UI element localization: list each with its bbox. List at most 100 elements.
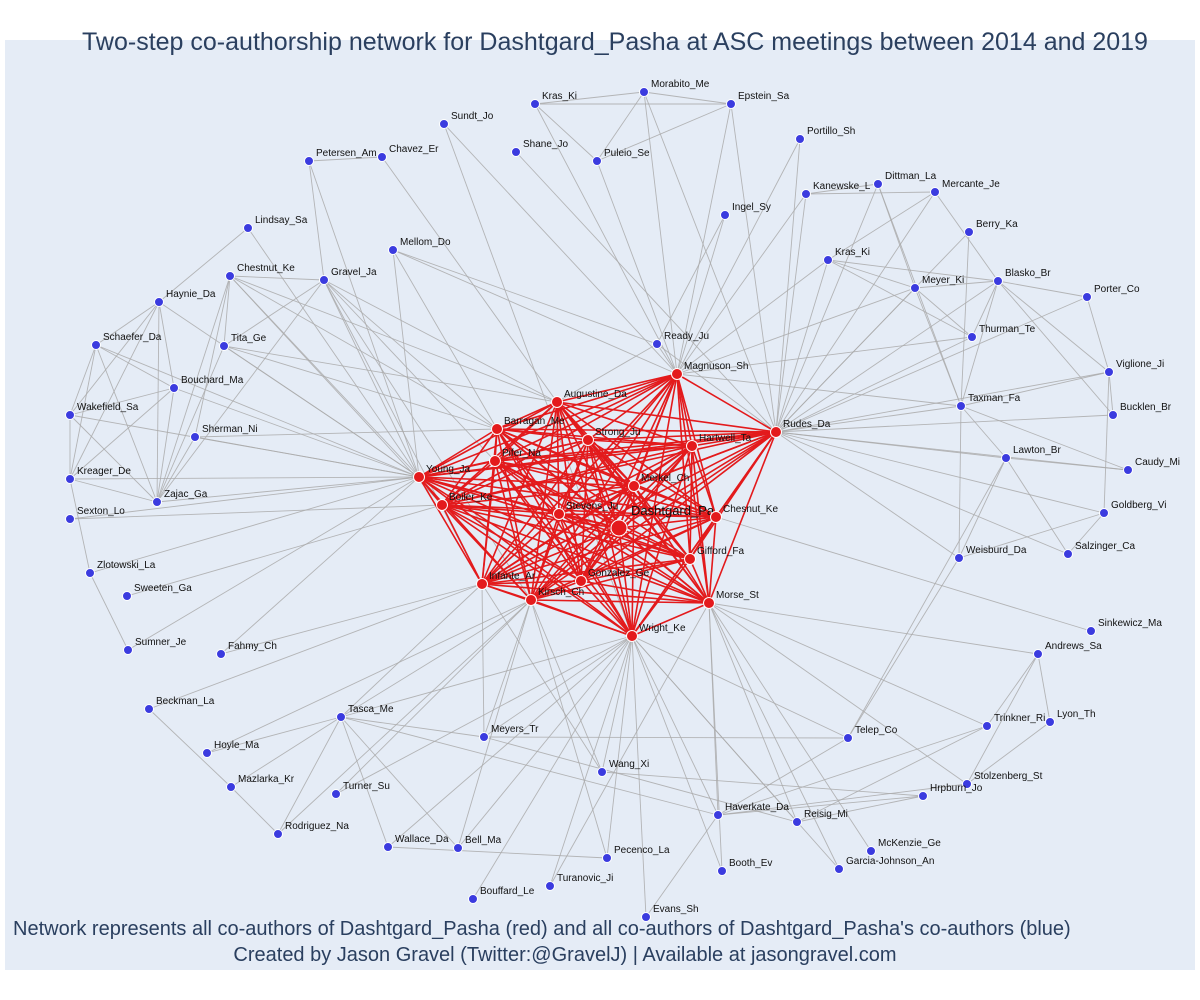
node-Rodriguez_Na[interactable]: [273, 829, 283, 839]
node-Merkel_Ch[interactable]: [628, 480, 640, 492]
node-Epstein_Sa[interactable]: [726, 99, 736, 109]
node-Kreager_De[interactable]: [65, 474, 75, 484]
node-Morse_St[interactable]: [703, 597, 715, 609]
node-Sweeten_Ga[interactable]: [122, 591, 132, 601]
node-Sexton_Lo[interactable]: [65, 514, 75, 524]
edge-Rodriguez_Na-Kirsch_Ch: [277, 599, 532, 835]
node-Porter_Co[interactable]: [1082, 292, 1092, 302]
node-Haverkate_Da[interactable]: [713, 810, 723, 820]
node-Dittman_La[interactable]: [873, 179, 883, 189]
node-Lyon_Th[interactable]: [1045, 717, 1055, 727]
node-Reisig_Mi[interactable]: [792, 817, 802, 827]
node-Sherman_Ni[interactable]: [190, 432, 200, 442]
node-Hrpburn_Jo[interactable]: [918, 791, 928, 801]
node-Trinkner_Ri[interactable]: [982, 721, 992, 731]
node-Chavez_Er[interactable]: [377, 152, 387, 162]
node-Bouffard_Le[interactable]: [468, 894, 478, 904]
node-McKenzie_Ge[interactable]: [866, 846, 876, 856]
node-Meyer_Ki[interactable]: [910, 283, 920, 293]
chart-title: Two-step co-authorship network for Dasht…: [82, 28, 1148, 56]
node-Viglione_Ji[interactable]: [1104, 367, 1114, 377]
red-edge-Kirsch_Ch-Stevens_Ju: [530, 513, 560, 601]
node-Ready_Ju[interactable]: [652, 339, 662, 349]
node-Lawton_Br[interactable]: [1001, 453, 1011, 463]
node-Wang_Xi[interactable]: [597, 767, 607, 777]
node-Stolzenberg_St[interactable]: [962, 779, 972, 789]
node-Goldberg_Vi[interactable]: [1099, 508, 1109, 518]
node-Stevens_Ju[interactable]: [553, 508, 565, 520]
node-Schaefer_Da[interactable]: [91, 340, 101, 350]
node-Mellom_Do[interactable]: [388, 245, 398, 255]
node-Wright_Ke[interactable]: [626, 630, 638, 642]
node-label-Mercante_Je: Mercante_Je: [942, 179, 1000, 190]
node-Puleio_Se[interactable]: [592, 156, 602, 166]
node-Hoyle_Ma[interactable]: [202, 748, 212, 758]
node-Booth_Ev[interactable]: [717, 866, 727, 876]
node-Taxman_Fa[interactable]: [956, 401, 966, 411]
node-Gifford_Fa[interactable]: [684, 553, 696, 565]
node-Sundt_Jo[interactable]: [439, 119, 449, 129]
node-Pecenco_La[interactable]: [602, 853, 612, 863]
node-Infante_Ar[interactable]: [476, 578, 488, 590]
node-Augustine_Da[interactable]: [551, 396, 563, 408]
edge-Pecenco_La-Kirsch_Ch: [530, 599, 608, 859]
node-label-Chestnut_Ke: Chestnut_Ke: [237, 263, 295, 274]
node-Meyers_Tr[interactable]: [479, 732, 489, 742]
edge-Bouchard_Ma-Zajac_Ga: [156, 387, 175, 503]
node-Gravel_Ja[interactable]: [319, 275, 329, 285]
node-Kanewske_L[interactable]: [801, 189, 811, 199]
node-Telep_Co[interactable]: [843, 733, 853, 743]
node-Mercante_Je[interactable]: [930, 187, 940, 197]
node-Sinkewicz_Ma[interactable]: [1086, 626, 1096, 636]
node-Bouchard_Ma[interactable]: [169, 383, 179, 393]
node-Strong_Ju[interactable]: [582, 434, 594, 446]
node-Tasca_Me[interactable]: [336, 712, 346, 722]
node-Weisburd_Da[interactable]: [954, 553, 964, 563]
node-Mazlarka_Kr[interactable]: [226, 782, 236, 792]
node-Wallace_Da[interactable]: [383, 842, 393, 852]
node-Bell_Ma[interactable]: [453, 843, 463, 853]
node-Chestnut_Ke[interactable]: [225, 271, 235, 281]
node-Haynie_Da[interactable]: [154, 297, 164, 307]
node-Pifer_Na[interactable]: [489, 455, 501, 467]
node-Evans_Sh[interactable]: [641, 912, 651, 922]
node-Chesnut_Ke[interactable]: [710, 511, 722, 523]
node-Beckman_La[interactable]: [144, 704, 154, 714]
node-Barragan_Me[interactable]: [491, 423, 503, 435]
node-Young_Ja[interactable]: [413, 471, 425, 483]
edge-Meyer_Ki-Blasko_Br: [914, 280, 999, 289]
node-Zlotowski_La[interactable]: [85, 568, 95, 578]
node-Thurman_Te[interactable]: [967, 332, 977, 342]
node-Magnuson_Sh[interactable]: [671, 368, 683, 380]
node-Kras_Ki_2[interactable]: [823, 255, 833, 265]
node-Sumner_Je[interactable]: [123, 645, 133, 655]
node-Salzinger_Ca[interactable]: [1063, 549, 1073, 559]
node-Shane_Jo[interactable]: [511, 147, 521, 157]
node-Bucklen_Br[interactable]: [1108, 410, 1118, 420]
node-Lindsay_Sa[interactable]: [243, 223, 253, 233]
node-Morabito_Me[interactable]: [639, 87, 649, 97]
node-Zajac_Ga[interactable]: [152, 497, 162, 507]
node-Turanovic_Ji[interactable]: [545, 881, 555, 891]
node-Kras_Ki[interactable]: [530, 99, 540, 109]
node-Caudy_Mi[interactable]: [1123, 465, 1133, 475]
node-label-Chesnut_Ke: Chesnut_Ke: [723, 504, 778, 515]
node-Tita_Ge[interactable]: [219, 341, 229, 351]
node-Boiler_Ke[interactable]: [436, 499, 448, 511]
node-Portillo_Sh[interactable]: [795, 134, 805, 144]
node-Berry_Ka[interactable]: [964, 227, 974, 237]
node-Turner_Su[interactable]: [331, 789, 341, 799]
node-Gonzalez_Ge[interactable]: [575, 575, 587, 587]
node-Andrews_Sa[interactable]: [1033, 649, 1043, 659]
edge-Sherman_Ni-Barragan_Me: [194, 428, 498, 438]
node-Petersen_Am[interactable]: [304, 156, 314, 166]
node-Dashtgard_Pa[interactable]: [610, 519, 628, 537]
node-Blasko_Br[interactable]: [993, 276, 1003, 286]
node-Hartwell_Ta[interactable]: [686, 440, 698, 452]
node-Ingel_Sy[interactable]: [720, 210, 730, 220]
node-Rudes_Da[interactable]: [770, 426, 782, 438]
node-Wakefield_Sa[interactable]: [65, 410, 75, 420]
node-Garcia-Johnson_An[interactable]: [834, 864, 844, 874]
node-Kirsch_Ch[interactable]: [525, 594, 537, 606]
node-Fahmy_Ch[interactable]: [216, 649, 226, 659]
